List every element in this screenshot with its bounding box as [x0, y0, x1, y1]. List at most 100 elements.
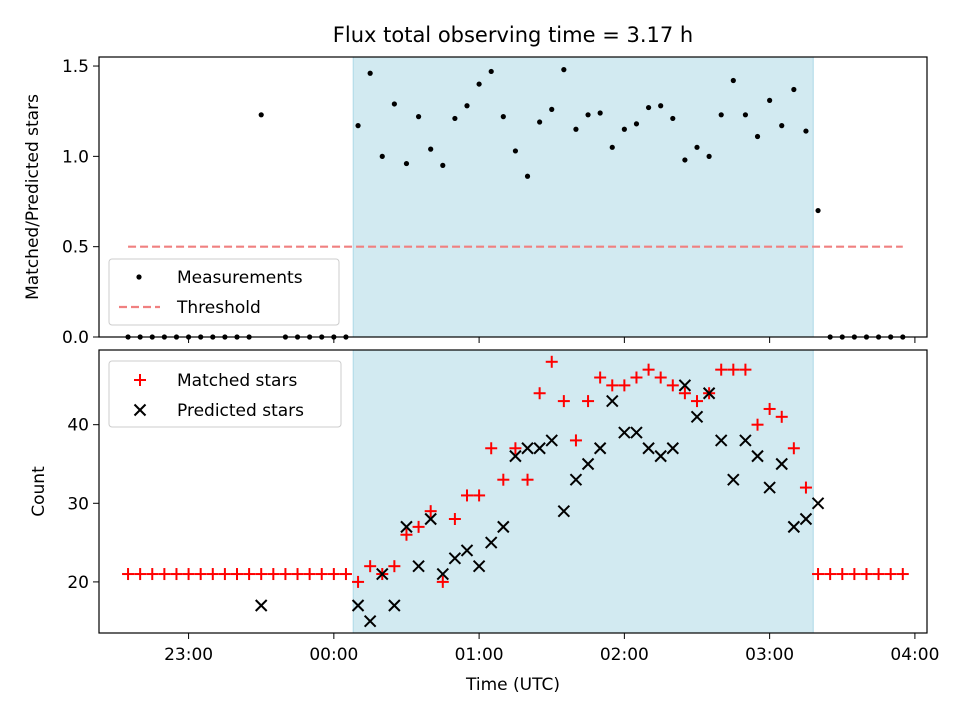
x-axis-label: Time (UTC): [465, 675, 560, 695]
measurement-point: [573, 126, 579, 132]
matched-star-point: [545, 355, 558, 368]
legend-marker-predicted-stars: [133, 403, 147, 417]
matched-star-point: [751, 418, 764, 431]
measurement-point: [367, 70, 373, 76]
predicted-star-point-b: [775, 457, 788, 471]
matched-star-point: [400, 528, 413, 541]
measurement-point: [428, 146, 434, 152]
bottom-xtick-label: 03:00: [745, 645, 794, 665]
predicted-star-point: [436, 567, 449, 581]
predicted-star-point-b: [606, 394, 619, 408]
predicted-star-point-b: [545, 434, 558, 447]
predicted-star-point-b: [497, 520, 510, 534]
measurement-point: [500, 114, 506, 120]
measurement-point: [452, 115, 458, 122]
legend-cross-glyph: [133, 403, 147, 417]
legend-cross-glyph-b: [133, 403, 147, 417]
bottom-xtick-label: 00:00: [309, 645, 358, 665]
matched-star-point: [896, 568, 909, 581]
matched-star-point: [606, 379, 619, 392]
shade-rect-bottom: [353, 350, 814, 633]
matched-star-point: [799, 481, 812, 494]
matched-star-point: [654, 371, 667, 384]
measurement-point: [815, 207, 821, 214]
legend-marker-matched-stars: [134, 374, 146, 386]
predicted-star-point: [255, 599, 268, 612]
matched-star-point: [182, 568, 195, 581]
measurement-point: [476, 81, 482, 87]
measurement-point: [803, 128, 809, 134]
predicted-star-point-b: [581, 457, 595, 471]
matched-star-point: [618, 379, 631, 392]
measurement-point: [694, 144, 700, 150]
matched-star-point: [255, 568, 268, 581]
measurement-point: [767, 97, 773, 103]
top-panel: Flux total observing time = 3.17 h 0.00.…: [23, 23, 928, 348]
matched-star-point: [388, 560, 401, 573]
matched-star-point: [497, 473, 510, 486]
measurement-point: [258, 112, 264, 118]
predicted-star-point: [351, 599, 365, 612]
bottom-ytick-label: 30: [67, 494, 89, 514]
matched-star-point: [824, 568, 837, 581]
predicted-star-point-b: [618, 426, 631, 439]
predicted-star-point-b: [593, 442, 607, 455]
y-axis-ticks-top: 0.0 0.5 1.0 1.5: [62, 57, 99, 348]
predicted-star-point: [460, 544, 474, 557]
measurement-point: [791, 86, 797, 93]
matched-star-point: [739, 363, 752, 376]
top-ytick-label: 1.0: [62, 147, 89, 167]
predicted-star-point-b: [666, 442, 679, 455]
legend-label-matched-stars: Matched stars: [177, 371, 297, 391]
matched-star-point: [194, 568, 207, 581]
predicted-star-point: [376, 567, 389, 581]
measurement-point: [779, 123, 785, 129]
legend-plus-glyph: [134, 374, 146, 386]
predicted-star-point-b: [690, 410, 704, 424]
matched-star-point: [848, 568, 861, 581]
matched-star-point: [436, 575, 449, 588]
y-axis-ticks-bottom: 20 30 40: [67, 416, 99, 593]
matched-star-point: [775, 410, 788, 423]
measurement-point: [391, 101, 397, 107]
matched-star-point: [521, 473, 534, 486]
measurement-point: [706, 153, 712, 159]
measurement-point: [621, 126, 627, 132]
predicted-star-point: [400, 520, 413, 534]
legend-marker-measurements: [136, 274, 142, 280]
matched-star-point: [243, 568, 256, 581]
bottom-ytick-label: 20: [67, 573, 89, 593]
bottom-xtick-label: 23:00: [164, 645, 213, 665]
matched-star-point: [339, 568, 352, 581]
matched-star-point: [218, 568, 231, 581]
predicted-star-point: [654, 449, 667, 463]
matched-star-point: [448, 513, 461, 526]
matched-star-point: [352, 575, 365, 588]
matched-star-point: [642, 363, 655, 376]
predicted-star-point: [666, 442, 679, 455]
predicted-star-point: [763, 481, 776, 494]
predicted-star-point: [497, 520, 510, 534]
measurement-point: [440, 162, 446, 168]
matched-star-point: [327, 568, 340, 581]
predicted-star-point-b: [485, 536, 498, 549]
predicted-star-point-b: [388, 599, 401, 612]
predicted-star-point: [678, 379, 692, 392]
measurement-point: [754, 133, 761, 140]
predicted-star-point-b: [727, 473, 740, 486]
predicted-star-point-b: [533, 442, 546, 455]
predicted-star-point-b: [460, 544, 474, 557]
matched-star-point: [594, 371, 607, 384]
measurement-point: [633, 121, 640, 127]
measurement-point: [645, 104, 652, 111]
observing-window-shade-top: [352, 57, 814, 337]
matched-stars-points: [122, 355, 909, 588]
matched-star-point: [630, 371, 643, 384]
matched-star-point: [569, 434, 582, 447]
matched-star-point: [364, 560, 377, 573]
legend-label-threshold: Threshold: [176, 298, 261, 318]
matched-star-point: [812, 568, 825, 581]
matched-star-point: [678, 387, 691, 400]
legend-label-measurements: Measurements: [177, 268, 303, 288]
